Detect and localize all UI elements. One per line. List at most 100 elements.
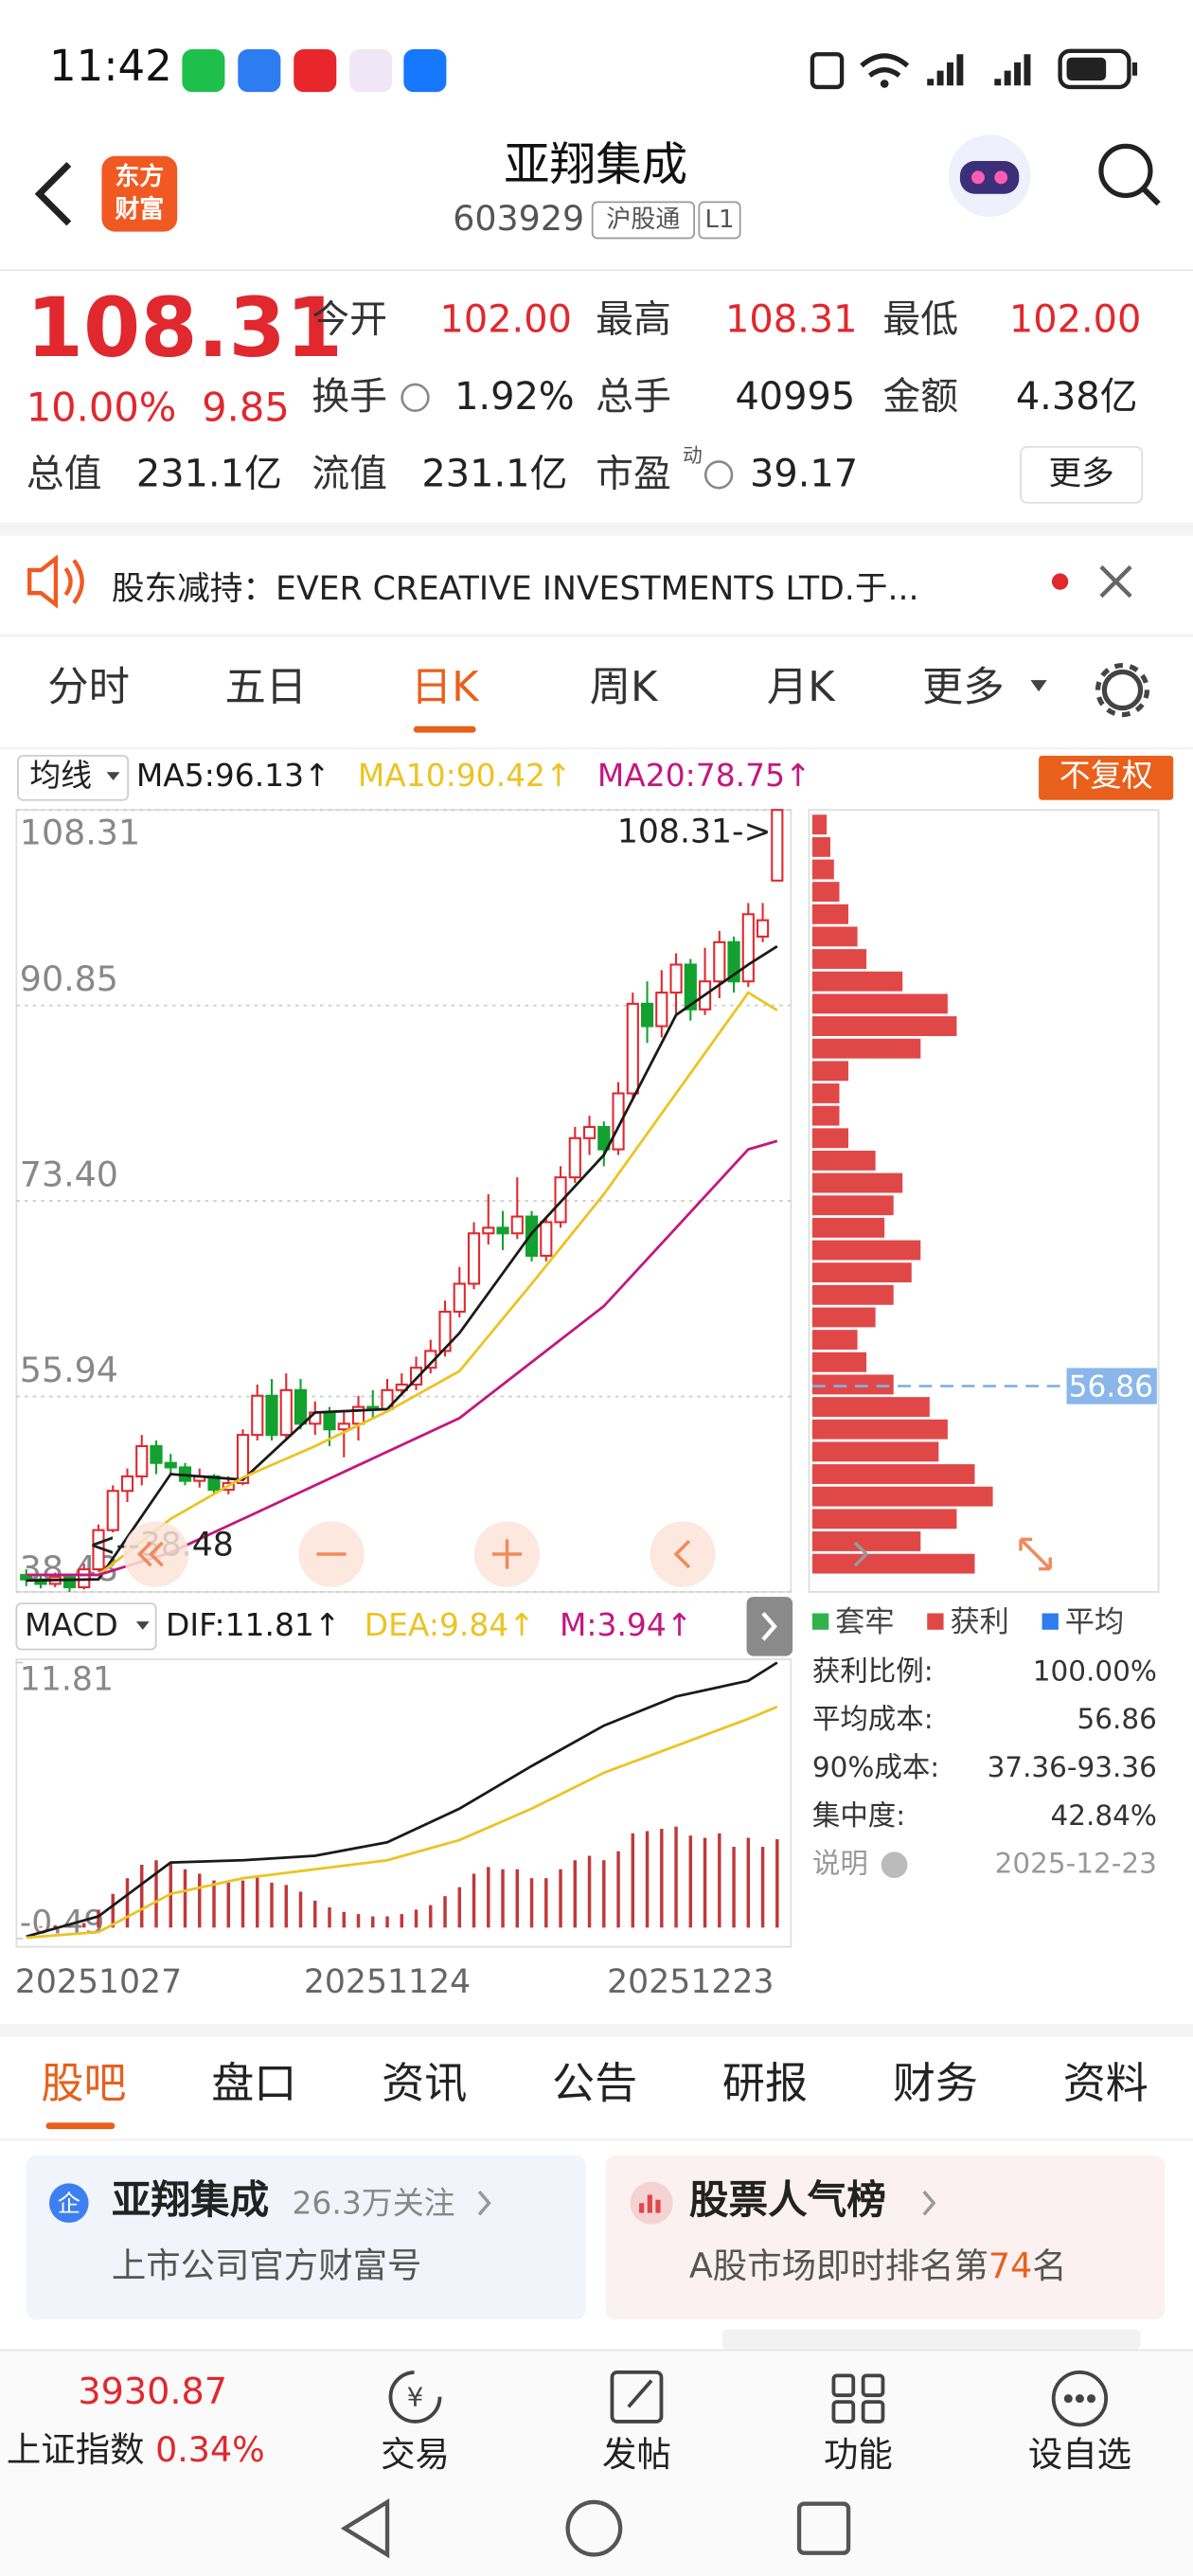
fast-back-button[interactable]: [122, 1521, 189, 1587]
macd-bar: [602, 1860, 606, 1928]
macd-bar: [515, 1869, 520, 1928]
bottom-nav: 交易 发帖 功能 设自选: [381, 2434, 1131, 2475]
card-title: 亚翔集成: [112, 2176, 269, 2223]
period-tab[interactable]: 月K: [767, 664, 836, 711]
macd-bar: [284, 1885, 288, 1928]
macd-bar: [385, 1916, 389, 1928]
close-button[interactable]: [1099, 564, 1132, 599]
chevron: [477, 2190, 491, 2216]
chip-bar: [811, 1195, 894, 1216]
macd-bar: [270, 1882, 274, 1928]
period-tab[interactable]: 分时: [47, 664, 130, 711]
nav-back[interactable]: [340, 2498, 390, 2559]
card-icon-bars: [639, 2194, 661, 2213]
candle-body: [150, 1444, 163, 1464]
expand-button[interactable]: [1019, 1537, 1052, 1571]
chip-bar: [811, 1464, 975, 1484]
content-tab[interactable]: 财务: [893, 2058, 978, 2108]
content-tab[interactable]: 公告: [552, 2058, 637, 2108]
panel-toggle[interactable]: [746, 1597, 793, 1656]
macd-bar: [472, 1873, 476, 1928]
status-icons: [182, 48, 1138, 93]
period-tab[interactable]: 周K: [590, 664, 659, 711]
assistant-avatar[interactable]: [948, 134, 1031, 217]
macd-bar: [746, 1837, 751, 1928]
macd-bar: [760, 1847, 765, 1928]
content-tab[interactable]: 资料: [1063, 2058, 1148, 2108]
macd-bar: [140, 1864, 144, 1928]
content-tab[interactable]: 研报: [722, 2058, 808, 2108]
nav-home[interactable]: [565, 2499, 623, 2557]
y-tick-label: 90.85: [20, 958, 118, 999]
macd-legend: M:3.94↑: [560, 1606, 692, 1643]
macd-bar: [775, 1838, 779, 1928]
content-tab[interactable]: 盘口: [211, 2058, 296, 2108]
macd-bar: [97, 1909, 100, 1928]
ma-legend: MA10:90.42↑: [358, 757, 572, 794]
change: 9.85: [202, 385, 290, 431]
field-value: 40995: [735, 375, 855, 419]
period-tab[interactable]: 日K: [411, 664, 480, 711]
more-button[interactable]: [1020, 445, 1144, 504]
chip-bar: [811, 1217, 885, 1238]
content-tab[interactable]: 股吧: [41, 2058, 126, 2108]
stat-label: 集中度:: [812, 1799, 905, 1832]
index-name[interactable]: 上证指数 0.34%: [7, 2429, 265, 2470]
field-value: 102.00: [439, 297, 571, 341]
macd-bar: [298, 1891, 303, 1928]
ma-legend: MA20:78.75↑: [597, 757, 811, 794]
info-icon[interactable]: [881, 1852, 908, 1879]
macd-bar: [616, 1851, 620, 1928]
quote-fields: 今开 102.00 最高 108.31 最低 102.00 换手 1.92% 总手 40995 金额…: [27, 297, 1142, 495]
nav-label[interactable]: 发帖: [602, 2434, 671, 2475]
company-card[interactable]: [26, 2155, 586, 2320]
divider: [0, 522, 1193, 536]
chip-bar: [811, 1150, 876, 1171]
card-subtitle: 上市公司官方财富号: [112, 2245, 422, 2285]
search-button[interactable]: [1098, 143, 1161, 206]
rank-card[interactable]: [605, 2155, 1166, 2320]
nav-label[interactable]: 交易: [381, 2434, 450, 2475]
settings-button[interactable]: [1095, 662, 1150, 718]
macd-bar: [226, 1882, 230, 1928]
period-tab[interactable]: 更多: [922, 664, 1005, 711]
nav-label[interactable]: 设自选: [1028, 2434, 1131, 2475]
candle-body: [756, 919, 770, 938]
ma-selector[interactable]: [17, 755, 130, 801]
macd-bar: [212, 1880, 216, 1928]
candle-body: [655, 992, 668, 1028]
candle-body: [741, 913, 755, 983]
tab-underline: [45, 2122, 116, 2130]
nav-recent[interactable]: [796, 2501, 851, 2555]
macd-bar: [356, 1914, 361, 1928]
candle-body: [135, 1444, 149, 1477]
adjust-button[interactable]: [1039, 755, 1174, 800]
chip-bar: [811, 949, 867, 970]
back-step-button[interactable]: [650, 1521, 716, 1587]
change-percent: 10.00%: [27, 385, 177, 431]
macd-bar: [587, 1855, 592, 1928]
notice-text[interactable]: 股东减持：EVER CREATIVE INVESTMENTS LTD.于...: [112, 570, 919, 608]
macd-line: [26, 1705, 778, 1940]
tag-text: 沪股通: [606, 206, 680, 234]
chip-bar: [811, 1284, 894, 1305]
candle-body: [482, 1226, 495, 1235]
clock: 11:42: [49, 41, 172, 91]
period-tab[interactable]: 五日: [224, 664, 307, 711]
back-button[interactable]: [34, 162, 72, 226]
info-icon[interactable]: [401, 383, 734, 490]
macd-bar: [67, 1926, 72, 1928]
candle-body: [251, 1394, 264, 1437]
field-value: 108.31: [725, 297, 857, 341]
candle-body: [626, 1002, 639, 1095]
stat-value: 37.36-93.36: [988, 1751, 1157, 1783]
chip-bar: [811, 1374, 894, 1395]
chip-next[interactable]: [853, 1541, 869, 1567]
macd-selector[interactable]: [15, 1602, 157, 1651]
nav-label[interactable]: 功能: [824, 2434, 893, 2475]
field-value: 102.00: [1009, 297, 1141, 341]
content-tab[interactable]: 资讯: [382, 2058, 467, 2108]
